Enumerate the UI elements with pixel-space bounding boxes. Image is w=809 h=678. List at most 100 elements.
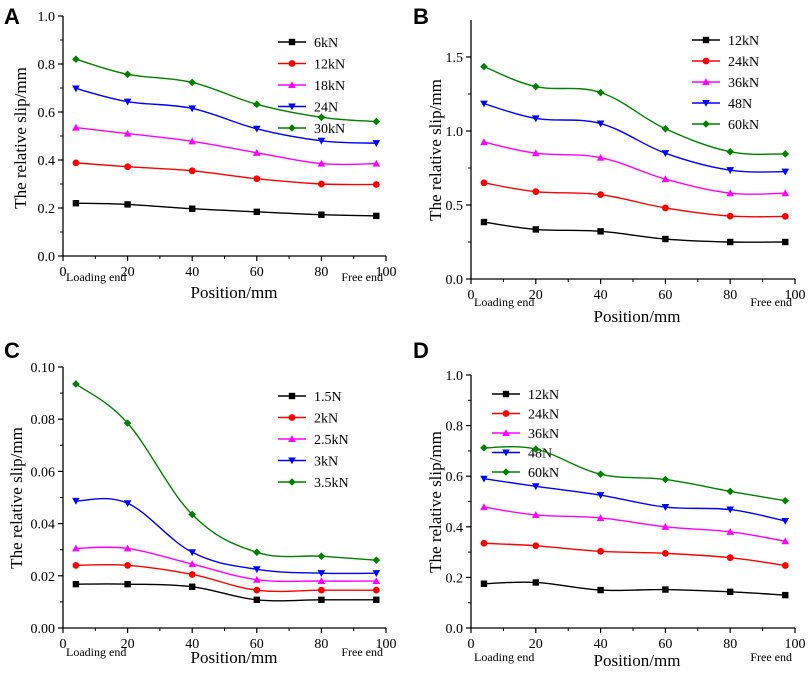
y-tick-label: 0.06: [31, 465, 56, 480]
legend-marker: [288, 435, 296, 443]
data-point: [480, 100, 488, 108]
y-tick-label: 1.5: [446, 51, 464, 66]
data-point: [318, 586, 325, 594]
data-point: [72, 497, 80, 505]
data-point: [480, 580, 488, 587]
data-point: [188, 105, 196, 113]
data-point: [253, 566, 261, 574]
y-tick-label: 0.10: [31, 361, 56, 376]
free-end-label: Free end: [750, 650, 792, 664]
x-tick-label: 0: [60, 637, 67, 652]
legend-label: 12kN: [528, 388, 559, 403]
legend-label: 2kN: [314, 412, 338, 427]
data-point: [124, 163, 131, 171]
data-point: [253, 575, 261, 583]
series-4: 60kN: [480, 62, 790, 158]
data-point: [596, 88, 605, 97]
data-point: [123, 500, 132, 508]
data-point: [372, 181, 380, 188]
data-point: [480, 179, 488, 187]
y-axis-title: The relative slip/mm: [11, 67, 30, 209]
data-point: [188, 510, 196, 519]
data-point: [72, 580, 80, 588]
legend-marker: [502, 449, 510, 457]
x-tick-label: 100: [376, 637, 397, 652]
x-tick-label: 0: [468, 637, 475, 652]
series-2: 18kN: [72, 79, 381, 167]
x-tick-label: 80: [723, 637, 737, 652]
legend-marker: [288, 414, 296, 421]
data-point: [661, 475, 670, 484]
free-end-label: Free end: [750, 295, 792, 309]
series-line: [75, 202, 377, 217]
y-tick-label: 0.02: [31, 570, 56, 585]
series-line: [75, 563, 377, 593]
series-line: [75, 583, 377, 602]
data-point: [661, 150, 670, 157]
y-axis-title: The relative slip/mm: [426, 79, 445, 221]
x-tick-label: 40: [594, 637, 608, 652]
data-point: [123, 70, 132, 79]
legend-label: 12kN: [314, 58, 345, 73]
data-point: [317, 137, 326, 145]
x-tick-label: 60: [250, 637, 264, 652]
free-end-label: Free end: [341, 645, 383, 659]
legend-label: 36kN: [728, 76, 759, 91]
data-point: [596, 470, 605, 478]
data-point: [532, 82, 540, 91]
panel-letter: C: [4, 338, 20, 363]
data-point: [532, 188, 540, 196]
legend-label: 18kN: [314, 79, 345, 94]
legend-label: 24kN: [728, 55, 759, 70]
panel-letter: D: [413, 338, 429, 363]
loading-end-label: Loading end: [66, 270, 126, 284]
data-point: [532, 149, 540, 157]
legend-marker: [702, 36, 710, 44]
series-0: 12kN: [480, 388, 789, 599]
data-point: [597, 547, 604, 555]
data-point: [596, 492, 605, 499]
data-point: [372, 570, 381, 577]
data-point: [189, 205, 196, 212]
data-point: [124, 580, 131, 588]
series-0: 6kN: [72, 36, 380, 220]
legend-marker: [288, 103, 296, 111]
data-point: [781, 189, 790, 197]
data-point: [124, 201, 131, 208]
data-point: [532, 579, 539, 586]
legend-marker: [502, 410, 510, 417]
data-point: [726, 528, 734, 535]
data-point: [480, 475, 488, 483]
data-point: [72, 561, 80, 569]
y-axis-title: The relative slip/mm: [426, 431, 445, 573]
x-tick-label: 80: [723, 288, 737, 303]
legend-label: 3.5kN: [314, 476, 349, 491]
data-point: [188, 560, 196, 568]
legend-label: 12kN: [728, 34, 759, 49]
legend-label: 36kN: [528, 427, 559, 442]
panel-letter: A: [4, 4, 20, 29]
data-point: [253, 586, 261, 594]
y-tick-label: 0.0: [446, 273, 464, 288]
data-point: [373, 212, 380, 220]
legend-marker: [702, 99, 710, 107]
y-tick-label: 0.8: [38, 58, 56, 73]
data-point: [726, 554, 734, 562]
free-end-label: Free end: [341, 270, 383, 284]
panel-c: C 0 20 40 60 80 100 0.00 0.02 0.04 0.06 0.08 0.10 Pos…: [4, 338, 397, 667]
x-tick-label: 40: [185, 265, 199, 280]
data-point: [662, 204, 669, 212]
y-tick-label: 0.0: [38, 250, 56, 265]
data-point: [661, 504, 670, 511]
x-axis-title: Position/mm: [191, 283, 278, 302]
data-point: [480, 444, 488, 452]
data-point: [317, 159, 326, 167]
legend-marker: [288, 392, 296, 400]
data-point: [532, 542, 540, 550]
data-point: [726, 212, 734, 220]
legend-marker: [702, 78, 710, 86]
legend-label: 3kN: [314, 455, 338, 470]
x-tick-label: 60: [658, 637, 672, 652]
legend-marker: [288, 478, 296, 486]
